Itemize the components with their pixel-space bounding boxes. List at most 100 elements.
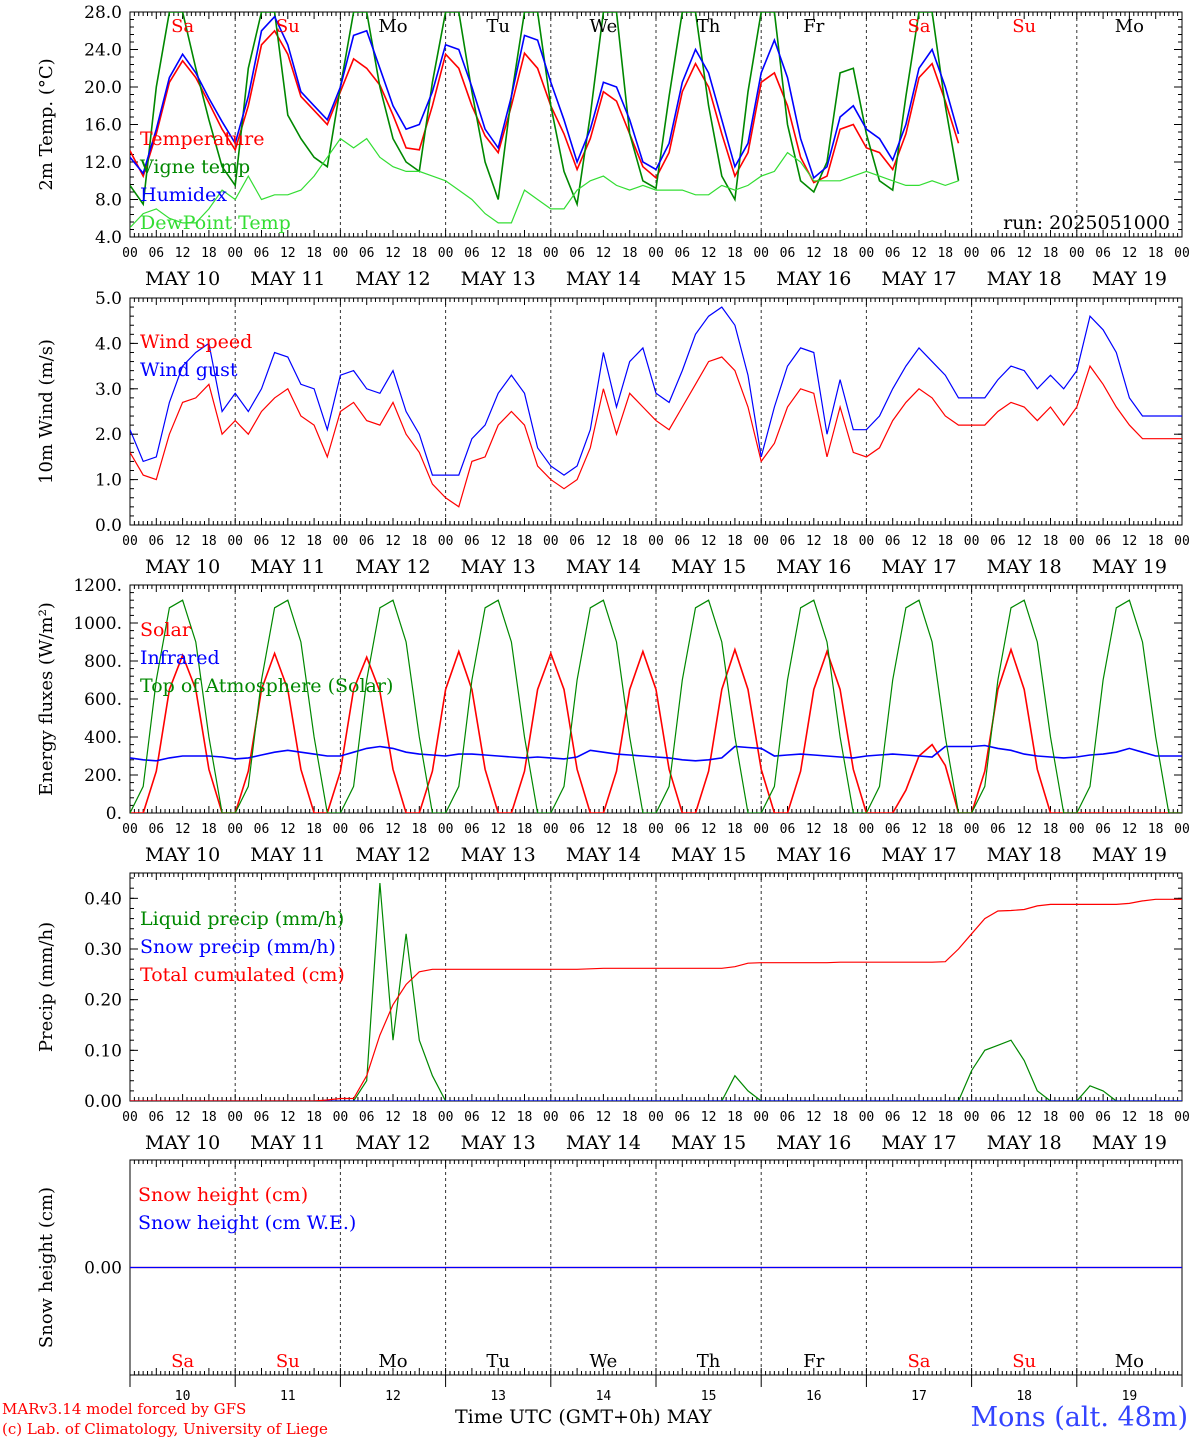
date-label: MAY 16	[776, 556, 851, 578]
x-tick-label: 12	[175, 246, 191, 261]
x-tick-label: 00	[333, 246, 349, 261]
legend-entry: Snow precip (mm/h)	[140, 936, 336, 958]
y-tick-label: 200.	[84, 766, 122, 786]
date-label: MAY 12	[355, 1132, 430, 1154]
x-tick-label: 00	[859, 246, 875, 261]
x-tick-label: 18	[937, 246, 953, 261]
x-tick-label: 18	[727, 822, 743, 837]
x-tick-label: 12	[1016, 1110, 1032, 1125]
x-tick-label: 12	[596, 534, 612, 549]
x-tick-label: 00	[543, 246, 559, 261]
date-label: MAY 12	[355, 268, 430, 290]
y-tick-label: 0.00	[84, 1259, 122, 1279]
x-tick-label: 06	[569, 246, 585, 261]
y-tick-label: 16.0	[84, 116, 122, 136]
x-tick-label: 06	[780, 534, 796, 549]
date-label: MAY 17	[881, 556, 956, 578]
x-tick-label: 18	[306, 1110, 322, 1125]
x-tick-label: 06	[569, 822, 585, 837]
x-tick-label: 18	[622, 1110, 638, 1125]
day-of-week-label: Sa	[171, 1351, 194, 1372]
x-axis-label: Time UTC (GMT+0h) MAY	[455, 1406, 712, 1428]
x-tick-label: 12	[385, 534, 401, 549]
x-tick-label: 00	[227, 246, 243, 261]
x-tick-label: 18	[411, 246, 427, 261]
date-label: MAY 13	[461, 844, 536, 866]
day-of-week-label: Mo	[378, 16, 407, 37]
x-tick-label: 00	[753, 246, 769, 261]
y-tick-label: 1.0	[95, 471, 122, 491]
date-label: MAY 15	[671, 268, 746, 290]
series-line-vigne-temp	[130, 12, 960, 208]
x-tick-label: 06	[885, 246, 901, 261]
series-line-total-cumulated-cm-	[130, 898, 1182, 1101]
x-tick-label: 06	[885, 1110, 901, 1125]
y-tick-label: 20.0	[84, 78, 122, 98]
x-tick-label: 06	[990, 534, 1006, 549]
y-tick-label: 3.0	[95, 380, 122, 400]
x-tick-label: 12	[385, 246, 401, 261]
legend-entry: Liquid precip (mm/h)	[140, 908, 344, 930]
x-tick-label: 06	[990, 822, 1006, 837]
x-tick-label: 18	[622, 534, 638, 549]
day-of-week-label: Fr	[803, 16, 824, 37]
day-number-label: 12	[385, 1389, 401, 1404]
x-tick-label: 12	[490, 822, 506, 837]
x-tick-label: 00	[122, 822, 138, 837]
x-tick-label: 06	[885, 534, 901, 549]
y-tick-label: 1200.	[73, 576, 122, 596]
x-tick-label: 00	[648, 822, 664, 837]
x-tick-label: 12	[280, 534, 296, 549]
date-label: MAY 18	[987, 556, 1062, 578]
x-tick-label: 06	[254, 534, 270, 549]
date-label: MAY 15	[671, 556, 746, 578]
x-tick-label: 00	[1174, 246, 1190, 261]
x-tick-label: 18	[1148, 534, 1164, 549]
day-of-week-label: Sa	[171, 16, 194, 37]
y-tick-label: 12.0	[84, 153, 122, 173]
date-label: MAY 14	[566, 556, 641, 578]
x-tick-label: 18	[937, 534, 953, 549]
x-tick-label: 00	[543, 534, 559, 549]
x-tick-label: 12	[701, 1110, 717, 1125]
x-tick-label: 06	[780, 822, 796, 837]
x-tick-label: 18	[727, 1110, 743, 1125]
x-tick-label: 00	[543, 822, 559, 837]
x-tick-label: 06	[359, 246, 375, 261]
location-label: Mons (alt. 48m)	[970, 1402, 1188, 1433]
legend-entry: Humidex	[140, 184, 227, 206]
run-annotation: run: 2025051000	[1003, 212, 1170, 234]
x-tick-label: 06	[674, 246, 690, 261]
date-label: MAY 11	[250, 844, 325, 866]
day-of-week-label: Mo	[1115, 16, 1144, 37]
x-tick-label: 12	[175, 822, 191, 837]
series-line-humidex	[130, 15, 960, 180]
date-label: MAY 15	[671, 1132, 746, 1154]
x-tick-label: 00	[1069, 246, 1085, 261]
day-number-label: 10	[175, 1389, 191, 1404]
y-axis-title: Precip (mm/h)	[36, 922, 57, 1052]
day-number-label: 19	[1122, 1389, 1138, 1404]
x-tick-label: 06	[569, 534, 585, 549]
x-tick-label: 12	[701, 534, 717, 549]
series-line-solar	[130, 647, 1182, 813]
y-tick-label: 0.10	[84, 1041, 122, 1061]
y-tick-label: 8.0	[95, 191, 122, 211]
y-axis-title: Energy fluxes (W/m²)	[36, 602, 57, 796]
date-label: MAY 17	[881, 1132, 956, 1154]
lab-credit: (c) Lab. of Climatology, University of L…	[2, 1420, 328, 1438]
date-label: MAY 11	[250, 556, 325, 578]
x-tick-label: 00	[1174, 822, 1190, 837]
date-label: MAY 18	[987, 1132, 1062, 1154]
date-label: MAY 19	[1092, 844, 1167, 866]
day-of-week-label: Su	[1012, 1351, 1036, 1372]
y-tick-label: 0.40	[84, 889, 122, 909]
date-label: MAY 14	[566, 844, 641, 866]
x-tick-label: 00	[1069, 822, 1085, 837]
x-tick-label: 06	[464, 246, 480, 261]
day-number-label: 15	[701, 1389, 717, 1404]
x-tick-label: 06	[780, 246, 796, 261]
y-tick-label: 2.0	[95, 425, 122, 445]
x-tick-label: 12	[911, 246, 927, 261]
